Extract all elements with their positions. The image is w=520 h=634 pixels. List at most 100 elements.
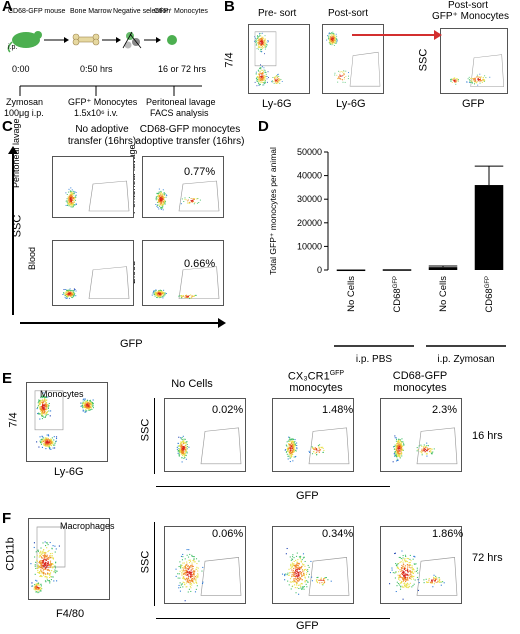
post-sort-gfp-subtitle: GFP⁺ Monocytes bbox=[432, 11, 509, 22]
timeline-step1-a: GFP⁺ Monocytes bbox=[68, 97, 138, 107]
bar bbox=[336, 269, 366, 272]
facs-plot bbox=[142, 156, 224, 218]
e-col2-title: CX₃CR1GFP bbox=[287, 370, 345, 383]
c-xaxis-arrow bbox=[218, 318, 226, 328]
timeline-t0: 0:00 bbox=[12, 64, 30, 74]
facs-plot bbox=[272, 398, 354, 472]
y-tick-label: 30000 bbox=[297, 194, 322, 204]
b-xlabel-1: Ly-6G bbox=[262, 98, 292, 110]
bar bbox=[474, 185, 504, 270]
e-col3-subtitle: monocytes bbox=[393, 382, 447, 394]
flow-step-3: Negative selection bbox=[113, 8, 171, 15]
panel-label-b: B bbox=[224, 0, 235, 15]
panel-label-d: D bbox=[258, 118, 269, 135]
facs-plot bbox=[142, 240, 224, 306]
y-tick-label: 0 bbox=[317, 265, 322, 275]
bar-chart: 0 10000 20000 30000 40000 50000 Total GFP⁺ mon… bbox=[262, 130, 518, 370]
e-time-label: 16 hrs bbox=[472, 430, 503, 442]
c-percent-2: 0.66% bbox=[184, 258, 216, 270]
c-row2-label: Blood bbox=[27, 246, 37, 270]
workflow-diagram bbox=[6, 18, 196, 78]
facs-plot bbox=[380, 398, 462, 472]
c-col1-title: No adoptive bbox=[75, 124, 129, 135]
e-ylabel: 7/4 bbox=[7, 412, 20, 428]
flow-step-2: Bone Marrow bbox=[70, 8, 112, 15]
flow-step-1: CD68-GFP mouse bbox=[8, 8, 66, 15]
c-col2-subtitle: adoptive transfer (16hrs) bbox=[135, 136, 245, 147]
e-col3-title: CD68-GFP bbox=[392, 370, 448, 382]
post-sort-title: Post-sort bbox=[328, 8, 369, 19]
facs-plot bbox=[380, 526, 462, 604]
timeline-t2: 16 or 72 hrs bbox=[158, 64, 207, 74]
category-label: CD68GFP bbox=[392, 276, 403, 313]
group-label: i.p. Zymosan bbox=[437, 354, 494, 365]
e-percent-3: 2.3% bbox=[432, 404, 458, 416]
b-ylabel-3: SSC bbox=[417, 48, 430, 72]
f-percent-1: 0.06% bbox=[212, 528, 244, 540]
timeline-step1-b: 1.5x10⁶ i.v. bbox=[74, 108, 119, 118]
c-row1-label: Peritoneal lavage bbox=[11, 118, 21, 188]
c-percent-1: 0.77% bbox=[184, 166, 216, 178]
e-xaxis-line bbox=[156, 486, 390, 487]
f-time-label: 72 hrs bbox=[472, 552, 503, 564]
f-gate-label: Macrophages bbox=[60, 521, 115, 531]
group-label: i.p. PBS bbox=[356, 354, 392, 365]
f-percent-3: 1.86% bbox=[432, 528, 464, 540]
facs-plot bbox=[52, 156, 134, 218]
c-xlabel: GFP bbox=[120, 338, 143, 350]
y-tick-label: 40000 bbox=[297, 171, 322, 181]
timeline-step2-a: Peritoneal lavage bbox=[146, 97, 216, 107]
c-col1-subtitle: transfer (16hrs) bbox=[67, 136, 137, 147]
bar bbox=[382, 269, 412, 271]
f-xaxis-line bbox=[156, 618, 390, 619]
category-label: CD68GFP bbox=[484, 276, 495, 313]
e-col2-subtitle: monocytes bbox=[289, 382, 343, 394]
b-ylabel-1: 7/4 bbox=[223, 52, 236, 68]
e-percent-1: 0.02% bbox=[212, 404, 244, 416]
facs-plot bbox=[26, 382, 108, 462]
f-xlabel: F4/80 bbox=[56, 608, 85, 620]
post-sort-gfp-title: Post-sort bbox=[448, 0, 489, 11]
bar bbox=[428, 267, 458, 270]
facs-plot bbox=[164, 526, 246, 604]
facs-plot bbox=[52, 240, 134, 306]
b-xlabel-2: Ly-6G bbox=[336, 98, 366, 110]
y-tick-label: 50000 bbox=[297, 147, 322, 157]
e-gate-label: Monocytes bbox=[40, 389, 84, 399]
timeline-step0-a: Zymosan bbox=[6, 97, 44, 107]
panel-label-f: F bbox=[2, 510, 12, 527]
e-col1-title: No Cells bbox=[171, 378, 213, 390]
y-axis-label: Total GFP⁺ monocytes per animal bbox=[268, 147, 278, 275]
cell-cluster-icon bbox=[122, 31, 142, 49]
facs-plot bbox=[164, 398, 246, 472]
y-tick-label: 20000 bbox=[297, 218, 322, 228]
c-yaxis-line bbox=[12, 150, 14, 315]
panel-label-a: A bbox=[2, 0, 13, 15]
e-percent-2: 1.48% bbox=[322, 404, 354, 416]
c-xaxis-line bbox=[20, 322, 220, 324]
f-ylabel: CD11b bbox=[4, 537, 17, 571]
c-col2-title: CD68-GFP monocytes bbox=[139, 124, 241, 135]
category-label: No Cells bbox=[346, 276, 357, 312]
category-label: No Cells bbox=[438, 276, 449, 312]
facs-plot bbox=[440, 28, 508, 94]
timeline-step2-b: FACS analysis bbox=[150, 108, 209, 118]
e-xlabel: Ly-6G bbox=[54, 466, 84, 478]
timeline bbox=[12, 76, 212, 96]
f-percent-2: 0.34% bbox=[322, 528, 354, 540]
panel-label-e: E bbox=[2, 370, 13, 387]
b-xlabel-3: GFP bbox=[462, 98, 485, 110]
timeline-step0-b: 100μg i.p. bbox=[4, 108, 44, 118]
sort-arrow bbox=[352, 28, 442, 40]
y-tick-label: 10000 bbox=[297, 241, 322, 251]
e-ylabel-2: SSC bbox=[139, 418, 152, 442]
facs-plot bbox=[272, 526, 354, 604]
f-ylabel-2: SSC bbox=[139, 550, 152, 574]
e-yaxis-line bbox=[154, 398, 155, 474]
f-yaxis-line bbox=[154, 522, 155, 606]
e-xlabel-2: GFP bbox=[296, 490, 319, 502]
flow-step-4: GFP⁺ Monocytes bbox=[154, 8, 208, 15]
monocyte-icon bbox=[167, 35, 177, 45]
facs-plot bbox=[248, 24, 310, 94]
f-xlabel-2: GFP bbox=[296, 620, 319, 632]
